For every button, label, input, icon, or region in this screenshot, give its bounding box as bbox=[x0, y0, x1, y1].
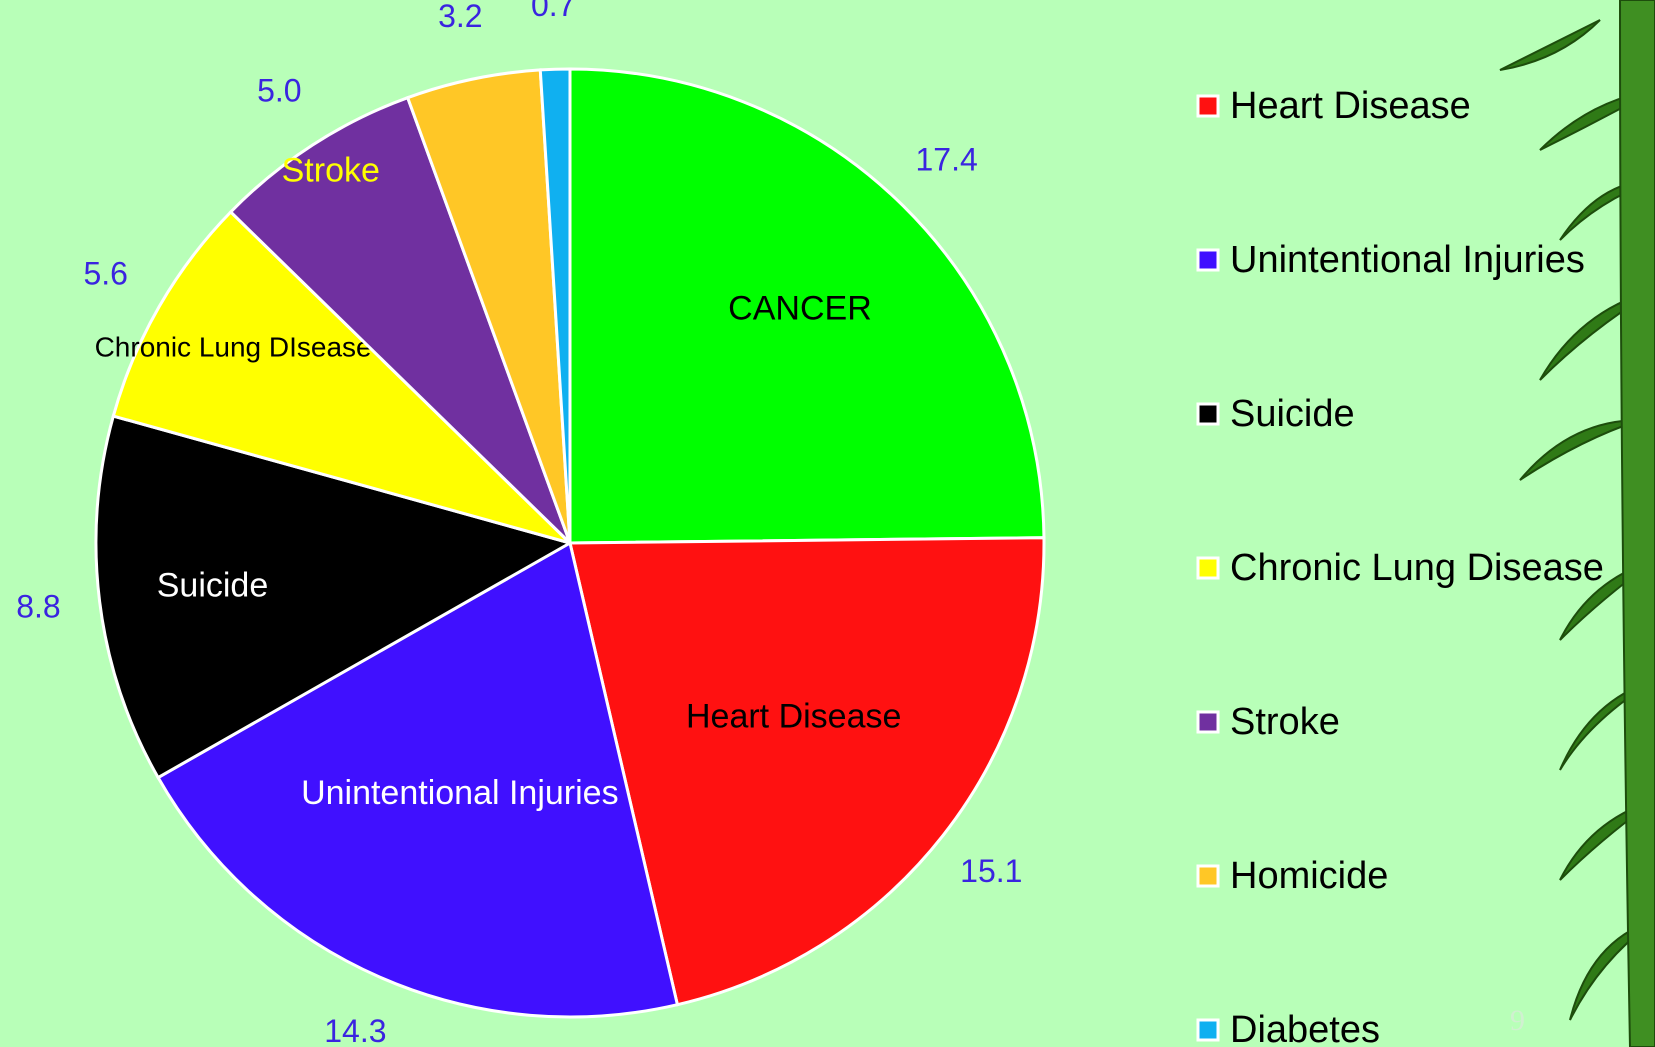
value-label: 3.2 bbox=[438, 0, 482, 34]
slice-label: Stroke bbox=[282, 152, 380, 190]
legend-label: Homicide bbox=[1230, 855, 1388, 897]
slide: 9 CANCER 17.4 Heart Disease 15.1 Unintention… bbox=[0, 0, 1655, 1047]
legend-swatch bbox=[1198, 558, 1218, 578]
legend-label: Suicide bbox=[1230, 393, 1355, 435]
legend-label: Stroke bbox=[1230, 701, 1340, 743]
legend-swatch bbox=[1198, 404, 1218, 424]
legend-swatch bbox=[1198, 250, 1218, 270]
legend-swatch bbox=[1198, 866, 1218, 886]
slice-label: CANCER bbox=[728, 289, 872, 327]
value-label: 5.0 bbox=[257, 73, 301, 109]
slide-number: 9 bbox=[1510, 1004, 1525, 1037]
value-label: 0.7 bbox=[531, 0, 575, 23]
legend-label: Diabetes bbox=[1230, 1009, 1380, 1047]
value-label: 5.6 bbox=[83, 255, 127, 291]
legend-label: Heart Disease bbox=[1230, 85, 1471, 127]
slice-label: Heart Disease bbox=[686, 698, 901, 736]
value-label: 17.4 bbox=[915, 142, 977, 178]
value-label: 14.3 bbox=[324, 1013, 386, 1047]
legend-label: Unintentional Injuries bbox=[1230, 239, 1585, 281]
legend-swatch bbox=[1198, 1020, 1218, 1040]
legend-swatch bbox=[1198, 96, 1218, 116]
legend-swatch bbox=[1198, 712, 1218, 732]
slice-label: Chronic Lung DIsease bbox=[95, 332, 372, 363]
value-label: 15.1 bbox=[960, 853, 1022, 889]
slice-label: Unintentional Injuries bbox=[301, 774, 619, 812]
legend-label: Chronic Lung Disease bbox=[1230, 547, 1604, 589]
slice-label: Suicide bbox=[157, 566, 269, 604]
value-label: 8.8 bbox=[16, 588, 60, 624]
